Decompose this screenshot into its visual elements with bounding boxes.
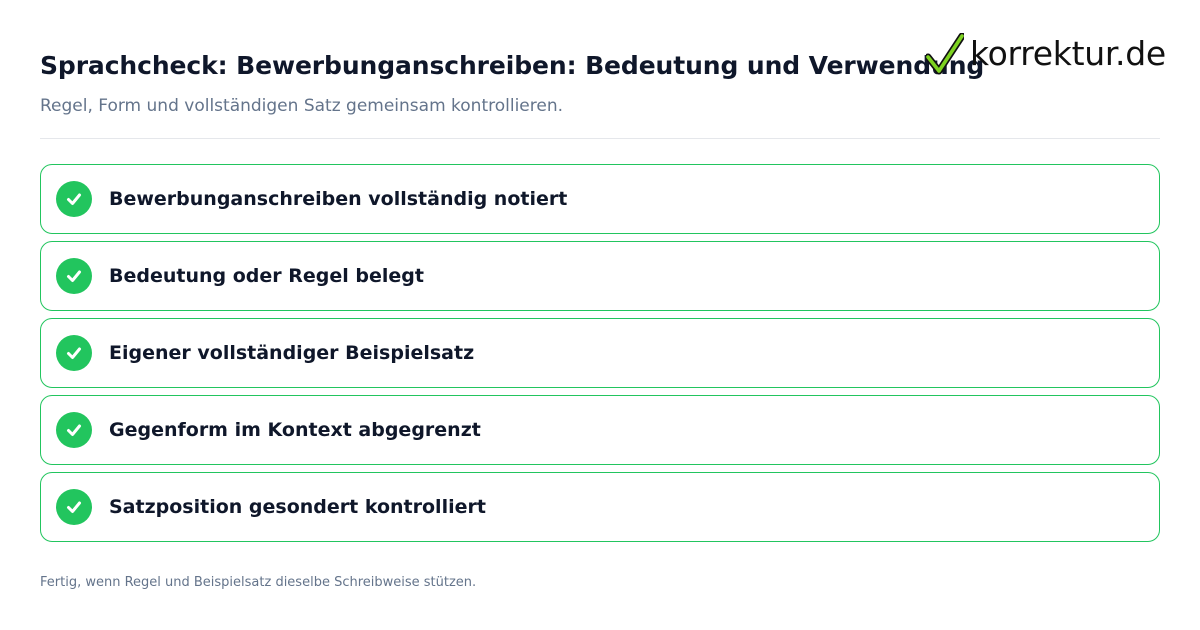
page-title: Sprachcheck: Bewerbunganschreiben: Bedeu… [40, 51, 985, 80]
page-subtitle: Regel, Form und vollständigen Satz gemei… [40, 96, 564, 116]
brand-logo: korrektur.de [926, 30, 1166, 78]
footer-note: Fertig, wenn Regel und Beispielsatz dies… [40, 575, 477, 590]
checklist-item: Eigener vollständiger Beispielsatz [40, 318, 1160, 388]
checklist-item: Satzposition gesondert kontrolliert [40, 472, 1160, 542]
checkmark-icon [926, 33, 964, 75]
check-circle-icon [56, 181, 92, 217]
check-circle-icon [56, 335, 92, 371]
checklist-item-label: Satzposition gesondert kontrolliert [109, 496, 486, 518]
checklist-item: Gegenform im Kontext abgegrenzt [40, 395, 1160, 465]
checklist-item-label: Bedeutung oder Regel belegt [109, 265, 424, 287]
check-circle-icon [56, 412, 92, 448]
checklist-item-label: Eigener vollständiger Beispielsatz [109, 342, 475, 364]
logo-text: korrektur.de [970, 34, 1166, 73]
checklist-item: Bedeutung oder Regel belegt [40, 241, 1160, 311]
checklist-item: Bewerbunganschreiben vollständig notiert [40, 164, 1160, 234]
checklist-item-label: Bewerbunganschreiben vollständig notiert [109, 188, 568, 210]
checklist: Bewerbunganschreiben vollständig notiert… [40, 164, 1160, 549]
page-header: Sprachcheck: Bewerbunganschreiben: Bedeu… [40, 46, 985, 118]
check-circle-icon [56, 258, 92, 294]
check-circle-icon [56, 489, 92, 525]
checklist-item-label: Gegenform im Kontext abgegrenzt [109, 419, 481, 441]
header-divider [40, 138, 1160, 139]
